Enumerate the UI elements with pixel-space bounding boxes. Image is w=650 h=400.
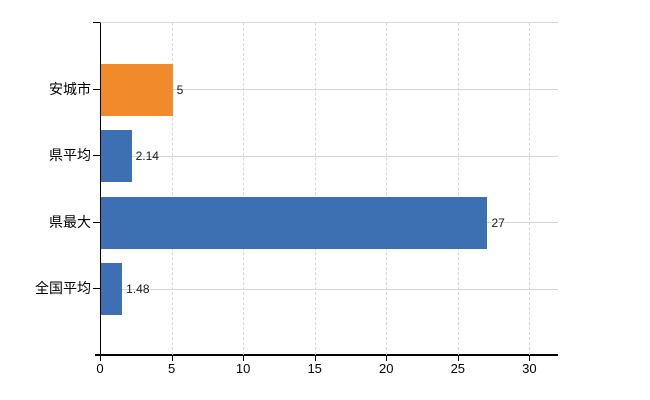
y-axis-tick bbox=[93, 155, 100, 157]
bar-安城市 bbox=[101, 63, 173, 116]
vertical-gridline bbox=[529, 23, 531, 355]
x-tick-label: 30 bbox=[522, 361, 537, 376]
x-tick-label: 20 bbox=[379, 361, 394, 376]
horizontal-gridline bbox=[101, 155, 558, 157]
x-axis-tick bbox=[386, 356, 388, 361]
x-axis-line bbox=[95, 354, 558, 356]
category-label: 安城市 bbox=[49, 80, 91, 97]
x-axis-tick bbox=[243, 356, 245, 361]
x-axis-tick bbox=[314, 356, 316, 361]
x-tick-label: 25 bbox=[450, 361, 466, 376]
x-axis-tick bbox=[171, 356, 173, 361]
bar-value-label: 2.14 bbox=[135, 149, 159, 164]
y-axis-tick bbox=[93, 22, 100, 23]
bar-value-label: 27 bbox=[491, 215, 505, 230]
category-label: 県平均 bbox=[49, 147, 91, 164]
x-tick-label: 10 bbox=[235, 361, 251, 376]
category-label: 県最大 bbox=[49, 213, 91, 230]
bar-value-label: 1.48 bbox=[126, 282, 150, 297]
y-axis-tick bbox=[93, 221, 100, 223]
x-axis-tick bbox=[100, 356, 101, 361]
vertical-gridline bbox=[386, 23, 388, 355]
x-axis-tick bbox=[457, 356, 459, 361]
vertical-gridline bbox=[243, 23, 245, 355]
x-axis-tick bbox=[529, 356, 531, 361]
plot-area: 5 2.14 27 1.48 bbox=[100, 22, 558, 355]
bar-県最大 bbox=[101, 196, 488, 249]
y-axis-tick bbox=[93, 88, 100, 90]
vertical-gridline bbox=[171, 23, 173, 355]
horizontal-gridline bbox=[101, 288, 558, 290]
bar-県平均 bbox=[101, 130, 132, 183]
x-tick-label: 15 bbox=[307, 361, 322, 376]
x-tick-label: 5 bbox=[167, 361, 176, 376]
category-label: 全国平均 bbox=[35, 280, 91, 297]
bar-全国平均 bbox=[101, 263, 123, 316]
horizontal-gridline bbox=[101, 89, 558, 91]
vertical-gridline bbox=[314, 23, 316, 355]
x-tick-label: 0 bbox=[96, 361, 104, 376]
vertical-gridline bbox=[457, 23, 459, 355]
bar-value-label: 5 bbox=[176, 82, 184, 97]
y-axis-tick bbox=[93, 288, 100, 290]
